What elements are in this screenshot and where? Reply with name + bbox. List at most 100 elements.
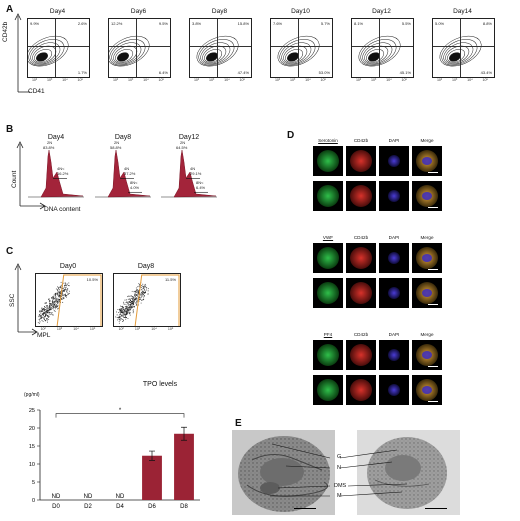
em-image-right bbox=[357, 430, 460, 515]
panel-d-header: DAPI bbox=[388, 235, 400, 240]
quadrant-ul: 8.1% bbox=[354, 21, 364, 26]
quadrant-line-v bbox=[136, 19, 138, 77]
histogram-svg bbox=[28, 149, 84, 198]
panel-a-contours bbox=[196, 35, 239, 67]
gate-percent: 11.5% bbox=[164, 277, 176, 282]
tick-label: 10³ bbox=[290, 78, 296, 82]
cell-stain bbox=[416, 247, 438, 269]
panel-a-xticks: 10² 10³ 10⁴ 10⁵ bbox=[189, 78, 250, 82]
quadrant-ur: 9.5% bbox=[158, 21, 168, 26]
panel-a-contours bbox=[277, 35, 320, 67]
quadrant-lr: 6.4% bbox=[158, 70, 168, 75]
microscopy-image bbox=[412, 375, 442, 405]
microscopy-image bbox=[412, 278, 442, 308]
microscopy-image bbox=[379, 278, 409, 308]
cell-stain bbox=[388, 252, 400, 264]
tick-label: 10³ bbox=[47, 78, 53, 82]
peak-4n-label: 4N< bbox=[57, 166, 65, 172]
em-right-cell bbox=[357, 430, 460, 515]
em-left-cell bbox=[232, 430, 335, 515]
microscopy-image bbox=[313, 340, 343, 370]
panel-b-xlabel: DNA content bbox=[44, 206, 81, 213]
x-tick-label: D6 bbox=[148, 504, 156, 510]
tick-label: 10⁵ bbox=[167, 327, 174, 331]
tpo-chart-ylabel: (pg/ml) bbox=[24, 392, 40, 398]
bar-nd-label: ND bbox=[52, 494, 61, 500]
scale-bar bbox=[428, 304, 438, 306]
panel-c-xticks: 10² 10³ 10⁴ 10⁵ bbox=[35, 327, 101, 331]
panel-d-header: CD42b bbox=[353, 235, 369, 240]
tpo-bar bbox=[142, 455, 162, 500]
cell-stain bbox=[317, 379, 339, 401]
panel-c-facs-plot: 11.5% bbox=[113, 273, 181, 327]
microscopy-image bbox=[412, 181, 442, 211]
panel-a-xticks: 10² 10³ 10⁴ 10⁵ bbox=[432, 78, 493, 82]
cell-stain bbox=[317, 282, 339, 304]
scale-bar bbox=[428, 207, 438, 209]
cell-stain bbox=[416, 344, 438, 366]
cell-stain bbox=[416, 282, 438, 304]
panel-c-plot-title: Day0 bbox=[59, 263, 77, 270]
cell-stain bbox=[350, 344, 372, 366]
error-bar bbox=[149, 450, 155, 461]
cell-stain bbox=[388, 384, 400, 396]
quadrant-line-v bbox=[298, 19, 300, 77]
panel-e-letter: E bbox=[235, 418, 242, 429]
panel-d-header: Merge bbox=[420, 138, 434, 143]
quadrant-line-v bbox=[217, 19, 219, 77]
cell-stain bbox=[317, 247, 339, 269]
cell-stain bbox=[416, 379, 438, 401]
panel-c-axis-arrows bbox=[14, 263, 38, 336]
panel-a-contours bbox=[358, 35, 401, 67]
peak-2n-label: 2N bbox=[180, 140, 186, 145]
peak-8n-label: 8N< bbox=[196, 180, 204, 186]
cell-stain bbox=[317, 150, 339, 172]
quadrant-lr: 47.4% bbox=[237, 70, 249, 75]
microscopy-image bbox=[379, 340, 409, 370]
quadrant-ul: 7.6% bbox=[273, 21, 283, 26]
panel-a-facs-plot: 12.2% 9.5% 6.4% bbox=[108, 18, 171, 78]
quadrant-ul: 9.9% bbox=[30, 21, 40, 26]
y-tick-label: 0 bbox=[32, 498, 35, 504]
tick-label: 10⁴ bbox=[73, 327, 79, 331]
panel-c-facs-plot: 10.5% bbox=[35, 273, 103, 327]
quadrant-line-v bbox=[55, 19, 57, 77]
em-image-left bbox=[232, 430, 335, 515]
panel-b-histogram: 2N 58.8% 4N 37.2% 8N< 4.0% bbox=[94, 140, 152, 200]
tick-label: 10⁴ bbox=[467, 78, 473, 82]
panel-d-header: DAPI bbox=[388, 138, 400, 143]
panel-a-contours bbox=[109, 35, 150, 67]
y-tick-label: 20 bbox=[29, 426, 35, 432]
cell-stain bbox=[388, 190, 400, 202]
scale-bar bbox=[428, 401, 438, 403]
microscopy-image bbox=[346, 243, 376, 273]
tick-label: 10² bbox=[193, 78, 200, 82]
tpo-axes bbox=[39, 410, 200, 501]
peak-2n-label: 2N bbox=[114, 140, 120, 145]
quadrant-line-h bbox=[109, 46, 170, 48]
panel-a-plot-title: Day6 bbox=[130, 8, 147, 15]
quadrant-line-v bbox=[379, 19, 381, 77]
quadrant-line-v bbox=[460, 19, 462, 77]
microscopy-image bbox=[313, 146, 343, 176]
tick-label: 10⁵ bbox=[158, 78, 165, 82]
panel-b-axis-arrows bbox=[16, 141, 46, 210]
peak-2n-label: 2N bbox=[47, 140, 53, 145]
tick-label: 10² bbox=[118, 327, 124, 331]
cell-stain bbox=[416, 150, 438, 172]
panel-b-histogram: 2N 83.8% 4N< 16.2% bbox=[27, 140, 85, 200]
cell-stain bbox=[388, 349, 400, 361]
panel-a-contours bbox=[28, 35, 69, 67]
panel-c-xticks: 10² 10³ 10⁴ 10⁵ bbox=[113, 327, 179, 331]
tick-label: 10⁴ bbox=[386, 78, 392, 82]
microscopy-image bbox=[313, 278, 343, 308]
tick-label: 10³ bbox=[56, 327, 63, 331]
microscopy-image bbox=[379, 375, 409, 405]
quadrant-lr: 43.4% bbox=[480, 70, 492, 75]
panel-d-header: VWF bbox=[322, 235, 334, 240]
microscopy-image bbox=[346, 375, 376, 405]
tick-label: 10⁵ bbox=[89, 327, 96, 331]
quadrant-ur: 8.8% bbox=[482, 21, 492, 26]
bar-nd-label: ND bbox=[116, 494, 125, 500]
significance-bracket bbox=[55, 413, 185, 418]
